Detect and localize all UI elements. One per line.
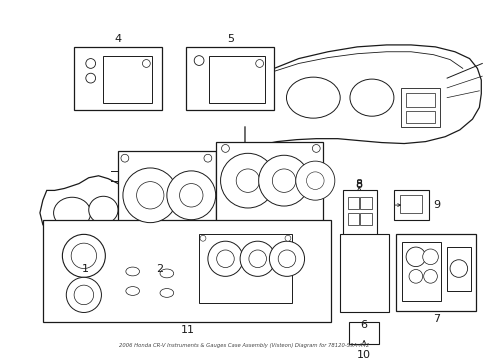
Bar xyxy=(342,190,376,239)
Circle shape xyxy=(166,171,215,220)
Bar xyxy=(215,141,323,239)
Bar xyxy=(74,47,162,111)
Text: 3: 3 xyxy=(259,264,265,274)
Circle shape xyxy=(221,144,229,152)
Circle shape xyxy=(449,260,467,277)
Circle shape xyxy=(122,168,177,222)
Circle shape xyxy=(240,241,275,276)
Circle shape xyxy=(194,56,203,66)
Circle shape xyxy=(207,241,243,276)
Circle shape xyxy=(269,241,304,276)
Circle shape xyxy=(423,270,436,283)
Bar xyxy=(208,56,265,103)
Bar xyxy=(396,234,475,311)
Bar xyxy=(405,93,434,107)
Bar xyxy=(186,47,274,111)
Circle shape xyxy=(85,73,95,83)
Text: 8: 8 xyxy=(355,180,362,190)
Bar xyxy=(339,234,388,312)
Bar xyxy=(394,190,427,220)
Bar xyxy=(360,197,371,209)
Circle shape xyxy=(142,59,150,67)
Circle shape xyxy=(255,59,263,67)
Circle shape xyxy=(74,285,93,305)
Text: 6: 6 xyxy=(360,320,367,330)
Text: 2006 Honda CR-V Instruments & Gauges Case Assembly (Visteon) Diagram for 78120-S: 2006 Honda CR-V Instruments & Gauges Cas… xyxy=(119,343,368,348)
Circle shape xyxy=(312,144,320,152)
Bar xyxy=(347,197,359,209)
Text: 9: 9 xyxy=(432,200,440,210)
Circle shape xyxy=(136,182,163,209)
Bar xyxy=(199,234,291,303)
Bar xyxy=(347,213,359,225)
Bar xyxy=(446,247,469,291)
Circle shape xyxy=(85,59,95,68)
Ellipse shape xyxy=(286,77,340,118)
Circle shape xyxy=(200,235,205,241)
Polygon shape xyxy=(40,176,127,244)
Bar xyxy=(103,56,152,103)
Ellipse shape xyxy=(349,79,393,116)
Ellipse shape xyxy=(160,289,173,297)
Circle shape xyxy=(66,277,101,312)
Ellipse shape xyxy=(54,197,90,229)
Ellipse shape xyxy=(160,269,173,278)
Ellipse shape xyxy=(125,267,139,276)
Text: 11: 11 xyxy=(180,325,194,335)
Bar xyxy=(400,195,421,213)
Circle shape xyxy=(306,172,324,189)
Circle shape xyxy=(71,243,96,269)
Circle shape xyxy=(405,247,425,267)
Circle shape xyxy=(62,234,105,277)
Text: 2: 2 xyxy=(156,264,163,274)
Bar xyxy=(349,322,378,344)
Circle shape xyxy=(295,161,334,200)
Ellipse shape xyxy=(88,196,118,224)
Circle shape xyxy=(236,169,259,192)
Bar xyxy=(118,151,215,254)
Bar xyxy=(43,220,330,322)
Circle shape xyxy=(285,235,290,241)
Circle shape xyxy=(422,249,437,265)
Circle shape xyxy=(272,169,295,192)
Circle shape xyxy=(121,154,128,162)
Circle shape xyxy=(248,250,266,267)
Text: 7: 7 xyxy=(432,314,439,324)
Circle shape xyxy=(220,153,275,208)
Text: 4: 4 xyxy=(114,34,122,44)
Text: 1: 1 xyxy=(82,264,89,274)
Text: 8: 8 xyxy=(355,179,362,189)
Bar xyxy=(402,242,440,301)
Circle shape xyxy=(179,184,203,207)
Bar xyxy=(360,213,371,225)
Circle shape xyxy=(258,155,309,206)
Bar xyxy=(401,88,439,127)
Circle shape xyxy=(408,270,422,283)
Circle shape xyxy=(278,250,295,267)
Ellipse shape xyxy=(125,287,139,296)
Circle shape xyxy=(216,250,234,267)
Bar xyxy=(405,111,434,123)
Circle shape xyxy=(203,154,211,162)
Text: 5: 5 xyxy=(226,34,233,44)
Text: 10: 10 xyxy=(356,350,370,360)
